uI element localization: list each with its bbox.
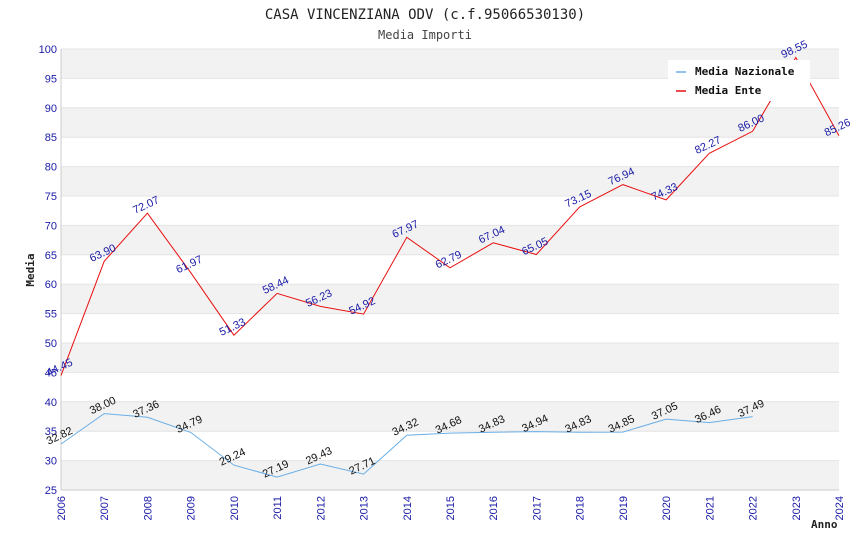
- band: [61, 401, 839, 432]
- x-tick-label: 2020: [661, 496, 673, 520]
- y-tick-label: 35: [45, 426, 57, 438]
- x-tick-label: 2019: [618, 496, 630, 520]
- band: [61, 166, 839, 196]
- y-tick-label: 50: [45, 338, 57, 350]
- series-line-media-ente: [60, 56, 840, 376]
- y-tick-label: 85: [45, 132, 57, 144]
- x-tick-label: 2021: [704, 496, 716, 520]
- x-tick-label: 2015: [445, 496, 457, 520]
- x-tick-label: 2017: [531, 496, 543, 520]
- legend-label-media-ente: Media Ente: [695, 84, 762, 97]
- x-tick-label: 2007: [99, 496, 111, 520]
- x-axis-label: Anno: [811, 518, 838, 531]
- y-axis-ticks: 25 30 35 40 45 50 55 60 65 70 75 80 85 90 95 100: [39, 44, 57, 497]
- y-tick-label: 80: [45, 162, 57, 174]
- band: [61, 107, 839, 138]
- x-tick-label: 2014: [402, 496, 414, 520]
- y-tick-label: 30: [45, 456, 57, 468]
- y-tick-label: 65: [45, 250, 57, 262]
- x-tick-label: 2024: [834, 496, 846, 520]
- chart-title: CASA VINCENZIANA ODV (c.f.95066530130): [265, 7, 585, 23]
- x-tick-label: 2006: [56, 496, 68, 520]
- legend: Media Nazionale Media Ente: [668, 60, 810, 101]
- legend-box: [668, 60, 810, 101]
- x-tick-label: 2016: [488, 496, 500, 520]
- data-label-media-ente: 44.45: [45, 357, 75, 380]
- series-line-media-nazionale: [60, 413, 753, 478]
- y-tick-label: 90: [45, 103, 57, 115]
- band: [61, 343, 839, 373]
- x-axis-ticks: 2006 2007 2008 2009 2010 2011 2012 2013 2014 2015…: [56, 496, 846, 520]
- x-tick-label: 2023: [791, 496, 803, 520]
- y-tick-label: 70: [45, 220, 57, 232]
- x-tick-label: 2018: [575, 496, 587, 520]
- x-tick-label: 2013: [359, 496, 371, 520]
- x-tick-label: 2012: [315, 496, 327, 520]
- x-tick-label: 2010: [229, 496, 241, 520]
- data-label-media-ente: 72.07: [131, 194, 161, 217]
- background-bands: [60, 48, 839, 491]
- y-tick-label: 25: [45, 485, 57, 497]
- y-tick-label: 40: [45, 397, 57, 409]
- y-tick-label: 95: [45, 73, 57, 85]
- y-tick-label: 60: [45, 279, 57, 291]
- y-tick-label: 75: [45, 191, 57, 203]
- y-axis-label: Media: [24, 253, 37, 286]
- band: [61, 460, 839, 490]
- x-tick-label: 2008: [142, 496, 154, 520]
- data-label-media-ente: 51.33: [218, 316, 248, 339]
- x-tick-label: 2022: [748, 496, 760, 520]
- y-tick-label: 45: [45, 367, 57, 379]
- legend-label-media-nazionale: Media Nazionale: [695, 65, 795, 78]
- band: [61, 284, 839, 314]
- x-tick-label: 2009: [186, 496, 198, 520]
- y-tick-label: 55: [45, 309, 57, 321]
- y-tick-label: 100: [39, 44, 57, 56]
- band: [61, 225, 839, 255]
- x-tick-label: 2011: [272, 496, 284, 520]
- chart-subtitle: Media Importi: [378, 28, 472, 42]
